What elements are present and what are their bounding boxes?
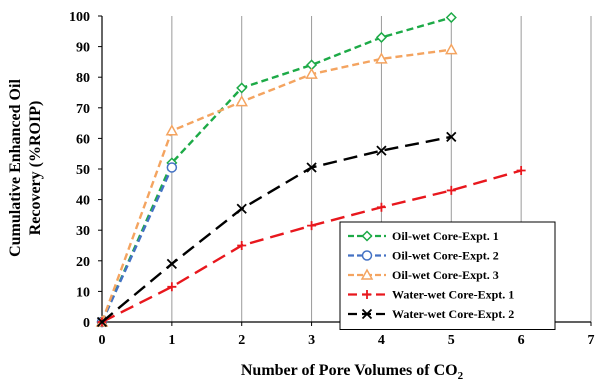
legend-entry: Oil-wet Core-Expt. 2 <box>348 249 499 263</box>
data-point <box>307 221 317 231</box>
legend-swatch-marker <box>361 308 373 320</box>
legend-swatch-marker <box>362 290 372 299</box>
legend: Oil-wet Core-Expt. 1 Oil-wet Core-Expt. 2… <box>339 221 556 330</box>
series-2 <box>96 162 178 328</box>
data-point <box>166 258 177 269</box>
x-axis-title: Number of Pore Volumes of CO2 <box>241 362 464 382</box>
y-tick-label: 70 <box>76 102 90 117</box>
legend-label: Water-wet Core-Expt. 1 <box>392 288 514 302</box>
y-axis-title-line-1: Cumulative Enhanced Oil <box>7 79 24 257</box>
data-point <box>446 185 456 195</box>
y-tick-label: 0 <box>83 316 90 331</box>
y-tick-label: 60 <box>76 132 90 147</box>
x-tick-label: 2 <box>238 333 245 348</box>
legend-swatch-marker <box>360 268 374 280</box>
data-point <box>516 166 526 176</box>
x-tick-label: 1 <box>168 333 175 348</box>
x-axis-title-main: Number of Pore Volumes of CO <box>241 362 458 379</box>
legend-swatch-marker <box>361 230 373 242</box>
legend-label: Oil-wet Core-Expt. 1 <box>392 229 499 243</box>
series-layer <box>95 11 526 328</box>
series-line <box>101 135 452 323</box>
x-tick-label: 6 <box>518 333 525 348</box>
y-axis-title-line-2: Recovery (%ROIP) <box>27 101 44 236</box>
x-tick-label: 4 <box>378 333 385 348</box>
legend-entry: Oil-wet Core-Expt. 1 <box>348 229 499 243</box>
legend-entry: Water-wet Core-Expt. 2 <box>348 307 514 321</box>
y-tick-label: 80 <box>76 71 90 86</box>
data-point <box>446 131 457 143</box>
data-point <box>166 162 178 173</box>
series-line <box>100 166 173 323</box>
data-point <box>165 124 179 136</box>
data-point <box>306 162 317 173</box>
data-point <box>445 43 458 55</box>
legend-label: Oil-wet Core-Expt. 2 <box>392 249 499 263</box>
y-tick-label: 40 <box>76 194 90 209</box>
data-point <box>96 316 108 328</box>
x-axis-title-subscript: 2 <box>458 370 464 382</box>
series-4 <box>97 166 526 327</box>
series-5 <box>96 131 457 328</box>
y-tick-label: 20 <box>76 255 90 270</box>
data-point <box>375 52 388 64</box>
data-point <box>305 67 318 79</box>
y-tick-label: 100 <box>69 10 90 25</box>
data-point <box>167 282 177 292</box>
data-point <box>236 82 248 94</box>
data-point <box>236 203 247 214</box>
data-point <box>376 145 387 156</box>
data-point <box>235 95 248 107</box>
x-tick-label: 0 <box>99 333 106 348</box>
data-point <box>237 241 247 250</box>
x-tick-label: 7 <box>588 333 595 348</box>
x-tick-label: 3 <box>308 333 315 348</box>
series-line <box>100 48 452 323</box>
data-point <box>445 11 457 24</box>
series-line <box>100 16 452 323</box>
legend-label: Oil-wet Core-Expt. 3 <box>392 268 499 282</box>
data-point <box>375 31 387 43</box>
legend-label: Water-wet Core-Expt. 2 <box>392 307 514 321</box>
y-tick-label: 90 <box>76 41 90 56</box>
data-point <box>376 202 386 212</box>
y-tick-label: 10 <box>76 285 90 300</box>
x-tick-label: 5 <box>448 333 455 348</box>
legend-swatch-marker <box>361 250 373 261</box>
y-tick-label: 30 <box>76 224 90 239</box>
legend-entry: Water-wet Core-Expt. 1 <box>348 288 514 302</box>
y-tick-label: 50 <box>76 163 90 178</box>
legend-entry: Oil-wet Core-Expt. 3 <box>348 268 499 282</box>
